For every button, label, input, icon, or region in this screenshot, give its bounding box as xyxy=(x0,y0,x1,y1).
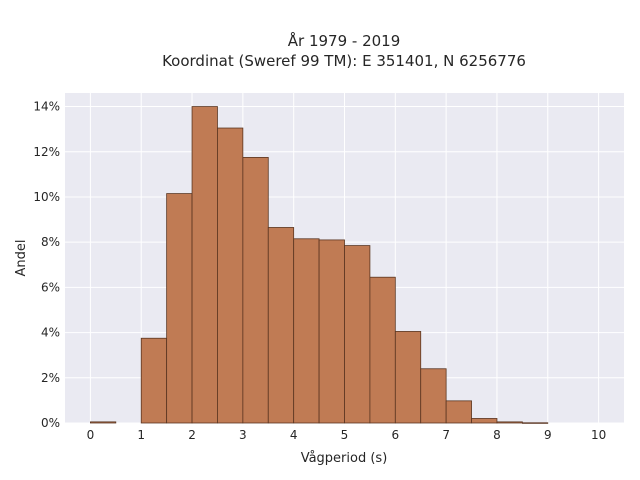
histogram-bar-6 xyxy=(242,157,269,424)
histogram-bar-11 xyxy=(369,276,396,424)
histogram-bar-9 xyxy=(318,239,345,424)
y-tick-label: 12% xyxy=(33,145,60,159)
y-tick-label: 4% xyxy=(41,326,60,340)
y-tick-label: 8% xyxy=(41,235,60,249)
x-axis-ticks: 0 1 2 3 4 5 6 7 8 9 10 xyxy=(87,428,607,442)
histogram-bar-5 xyxy=(217,127,244,424)
y-axis-ticks: 0% 2% 4% 6% 8% 10% 12% 14% xyxy=(33,100,60,430)
x-tick-label: 9 xyxy=(544,428,552,442)
x-tick-label: 1 xyxy=(137,428,145,442)
x-tick-label: 3 xyxy=(239,428,247,442)
y-tick-label: 14% xyxy=(33,100,60,114)
histogram-bar-2 xyxy=(140,337,168,424)
histogram-bar-12 xyxy=(394,331,422,424)
x-tick-label: 10 xyxy=(591,428,606,442)
histogram-bar-3 xyxy=(166,193,193,424)
x-axis-label: Vågperiod (s) xyxy=(301,451,388,466)
y-tick-label: 6% xyxy=(41,280,60,294)
x-tick-label: 4 xyxy=(290,428,298,442)
chart-title-line-1: År 1979 - 2019 xyxy=(288,31,401,50)
histogram-bar-4 xyxy=(191,106,218,424)
y-tick-label: 10% xyxy=(33,190,60,204)
x-tick-label: 8 xyxy=(493,428,501,442)
y-axis-label: Andel xyxy=(14,240,29,277)
chart-title-line-2: Koordinat (Sweref 99 TM): E 351401, N 62… xyxy=(162,52,526,70)
histogram-bar-17 xyxy=(521,422,549,424)
histogram-bar-16 xyxy=(496,421,523,424)
histogram-bar-7 xyxy=(267,227,295,424)
histogram-bar-10 xyxy=(344,245,371,424)
bars xyxy=(90,106,549,424)
x-tick-label: 5 xyxy=(341,428,349,442)
histogram-bar-15 xyxy=(471,418,498,424)
x-tick-label: 0 xyxy=(87,428,95,442)
x-tick-label: 2 xyxy=(188,428,196,442)
histogram-bar-14 xyxy=(445,400,472,424)
y-tick-label: 2% xyxy=(41,371,60,385)
x-tick-label: 7 xyxy=(442,428,450,442)
histogram-bar-0 xyxy=(90,421,117,424)
y-tick-label: 0% xyxy=(41,416,60,430)
histogram-bar-13 xyxy=(420,368,447,424)
histogram-bar-8 xyxy=(293,238,320,424)
x-tick-label: 6 xyxy=(391,428,399,442)
